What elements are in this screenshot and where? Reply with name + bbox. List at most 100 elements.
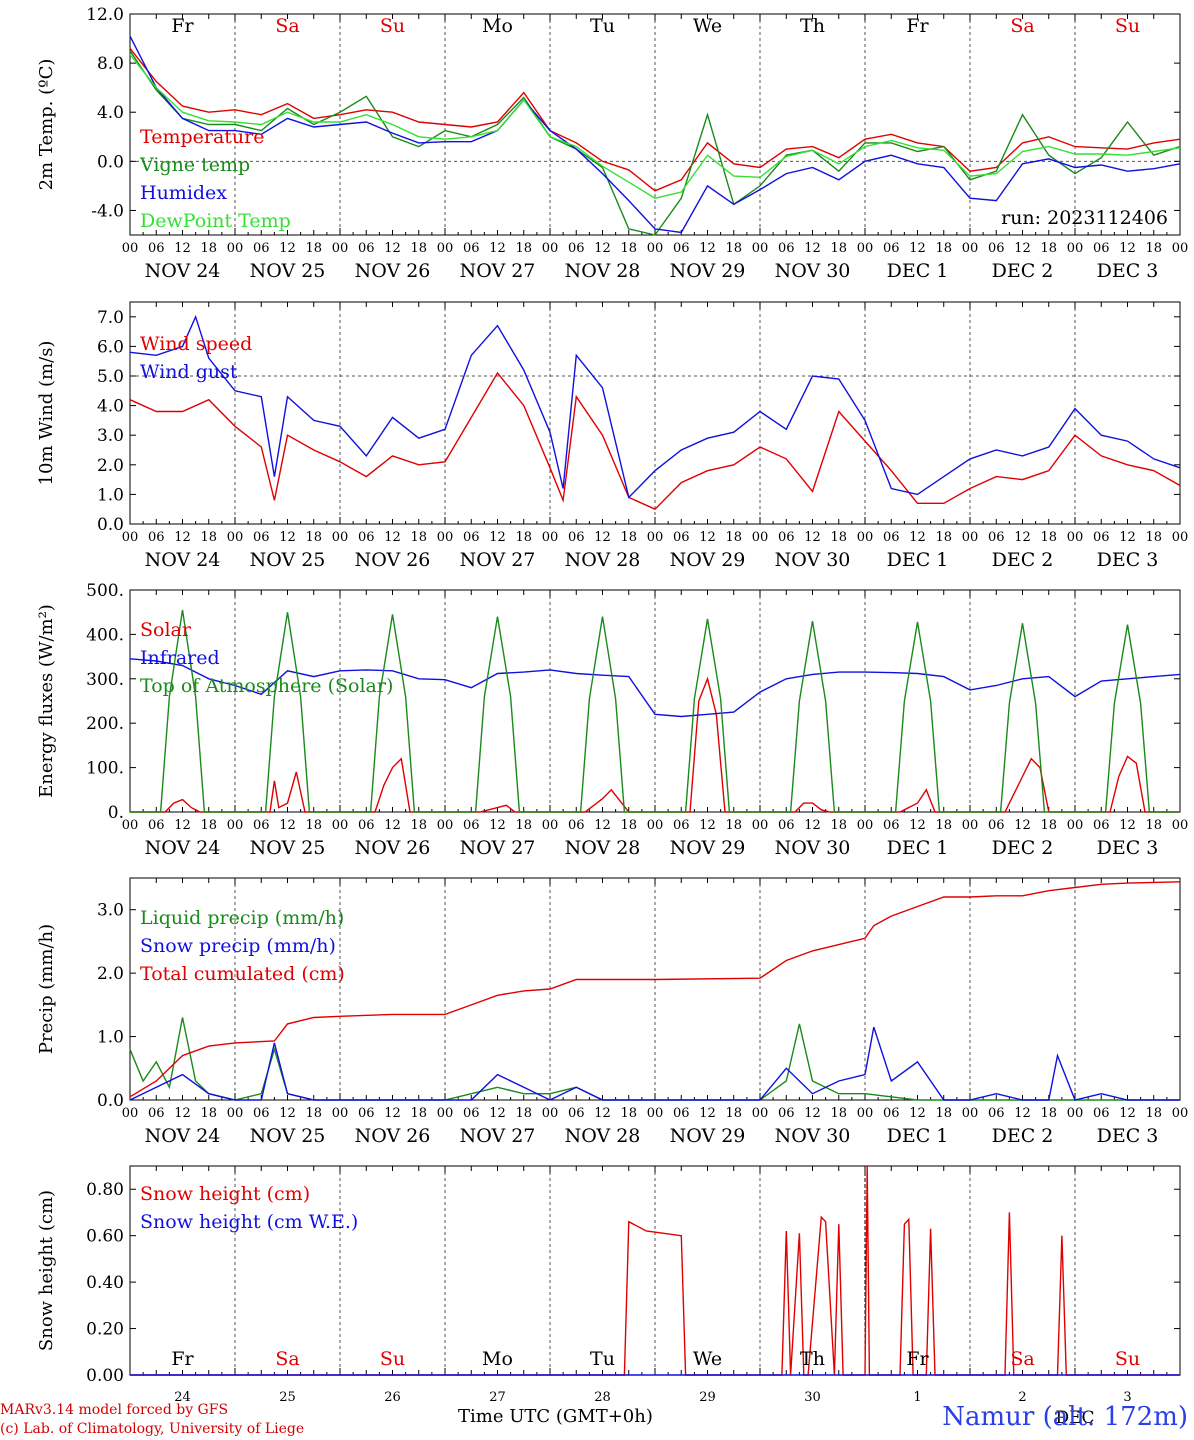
- hour-tick-label: 00: [542, 1106, 559, 1121]
- series-line-total-cumulated-cm-: [129, 881, 1181, 1098]
- hour-tick-label: 06: [1093, 818, 1110, 833]
- hour-tick-label: 12: [699, 241, 716, 256]
- day-name: Mo: [482, 15, 513, 37]
- hour-tick-label: 00: [647, 1106, 664, 1121]
- series-line-humidex: [129, 35, 1181, 234]
- hour-tick-label: 18: [1040, 241, 1057, 256]
- run-label: run: 2023112406: [1001, 207, 1168, 229]
- panel-wind: [129, 301, 1181, 525]
- hour-tick-label: 00: [437, 241, 454, 256]
- date-label: NOV 27: [460, 1125, 536, 1147]
- hour-tick-label: 12: [909, 1106, 926, 1121]
- hour-tick-label: 18: [935, 818, 952, 833]
- date-label: NOV 28: [565, 260, 641, 282]
- hour-tick-label: 00: [647, 530, 664, 545]
- hour-tick-label: 06: [883, 241, 900, 256]
- hour-tick-label: 12: [279, 818, 296, 833]
- hour-tick-label: 06: [463, 530, 480, 545]
- hour-tick-label: 00: [1172, 241, 1189, 256]
- y-tick-label: 4.0: [97, 103, 124, 123]
- hour-tick-label: 00: [437, 818, 454, 833]
- date-label: NOV 26: [355, 549, 431, 571]
- date-label: DEC 3: [1097, 1125, 1159, 1147]
- hour-tick-label: 00: [857, 818, 874, 833]
- hour-tick-label: 12: [279, 530, 296, 545]
- hour-tick-label: 18: [515, 818, 532, 833]
- hour-tick-label: 12: [909, 241, 926, 256]
- hour-tick-label: 18: [200, 241, 217, 256]
- hour-tick-label: 12: [594, 1106, 611, 1121]
- hour-tick-label: 06: [673, 818, 690, 833]
- location-label: Namur (alt. 172m): [942, 1402, 1188, 1432]
- y-tick-label: 5.0: [97, 367, 124, 387]
- hour-tick-label: 12: [594, 818, 611, 833]
- hour-tick-label: 12: [489, 1106, 506, 1121]
- hour-tick-label: 06: [988, 530, 1005, 545]
- date-label: NOV 30: [775, 260, 851, 282]
- day-name: Sa: [275, 1348, 299, 1370]
- date-label: NOV 28: [565, 549, 641, 571]
- hour-tick-label: 18: [1145, 241, 1162, 256]
- day-name: Sa: [1010, 1348, 1034, 1370]
- hour-tick-label: 18: [620, 530, 637, 545]
- hour-tick-label: 12: [699, 530, 716, 545]
- legend-entry: Total cumulated (cm): [140, 963, 345, 985]
- hour-tick-label: 18: [515, 530, 532, 545]
- hour-tick-label: 06: [358, 241, 375, 256]
- series-line-top-of-atmosphere-solar-: [130, 609, 1180, 813]
- hour-tick-label: 00: [227, 530, 244, 545]
- day-number-label: 1: [913, 1390, 921, 1405]
- hour-tick-label: 12: [1119, 241, 1136, 256]
- hour-tick-label: 18: [1145, 1106, 1162, 1121]
- date-label: NOV 29: [670, 1125, 746, 1147]
- hour-tick-label: 18: [830, 818, 847, 833]
- hour-tick-label: 12: [174, 1106, 191, 1121]
- hour-tick-label: 06: [1093, 1106, 1110, 1121]
- day-number-label: 25: [279, 1390, 296, 1405]
- legend-entry: Snow height (cm W.E.): [140, 1211, 358, 1233]
- date-label: NOV 24: [145, 260, 221, 282]
- y-tick-label: 200.: [86, 714, 124, 734]
- hour-tick-label: 18: [620, 818, 637, 833]
- hour-tick-label: 18: [725, 1106, 742, 1121]
- legend-entry: Liquid precip (mm/h): [140, 907, 344, 929]
- hour-tick-label: 00: [332, 530, 349, 545]
- legend-entry: Temperature: [140, 126, 264, 148]
- y-tick-label: 2.0: [97, 964, 124, 984]
- hour-tick-label: 06: [463, 818, 480, 833]
- y-tick-label: 0.: [108, 803, 124, 823]
- day-number-label: 29: [699, 1390, 716, 1405]
- y-axis-label: Energy fluxes (W/m²): [36, 604, 57, 798]
- date-label: DEC 2: [992, 260, 1054, 282]
- hour-tick-label: 18: [410, 530, 427, 545]
- hour-tick-label: 00: [647, 818, 664, 833]
- hour-tick-label: 00: [122, 1106, 139, 1121]
- hour-tick-label: 06: [253, 241, 270, 256]
- hour-tick-label: 18: [200, 818, 217, 833]
- hour-tick-label: 06: [463, 1106, 480, 1121]
- legend-entry: Snow height (cm): [140, 1183, 310, 1205]
- hour-tick-label: 18: [200, 1106, 217, 1121]
- hour-tick-label: 06: [148, 1106, 165, 1121]
- hour-tick-label: 18: [200, 530, 217, 545]
- y-tick-label: 12.0: [86, 5, 124, 25]
- day-number-label: 3: [1123, 1390, 1131, 1405]
- hour-tick-label: 18: [1145, 530, 1162, 545]
- date-label: NOV 30: [775, 837, 851, 859]
- hour-tick-label: 00: [962, 530, 979, 545]
- hour-tick-label: 06: [778, 530, 795, 545]
- hour-tick-label: 12: [804, 818, 821, 833]
- y-tick-label: 500.: [86, 581, 124, 601]
- hour-tick-label: 00: [962, 818, 979, 833]
- y-tick-label: 7.0: [97, 308, 124, 328]
- day-number-label: 28: [594, 1390, 611, 1405]
- hour-tick-label: 06: [568, 530, 585, 545]
- day-number-label: 27: [489, 1390, 506, 1405]
- hour-tick-label: 12: [174, 530, 191, 545]
- hour-tick-label: 06: [358, 1106, 375, 1121]
- hour-tick-label: 12: [804, 241, 821, 256]
- hour-tick-label: 12: [1119, 530, 1136, 545]
- hour-tick-label: 12: [489, 530, 506, 545]
- y-tick-label: 0.80: [86, 1180, 124, 1200]
